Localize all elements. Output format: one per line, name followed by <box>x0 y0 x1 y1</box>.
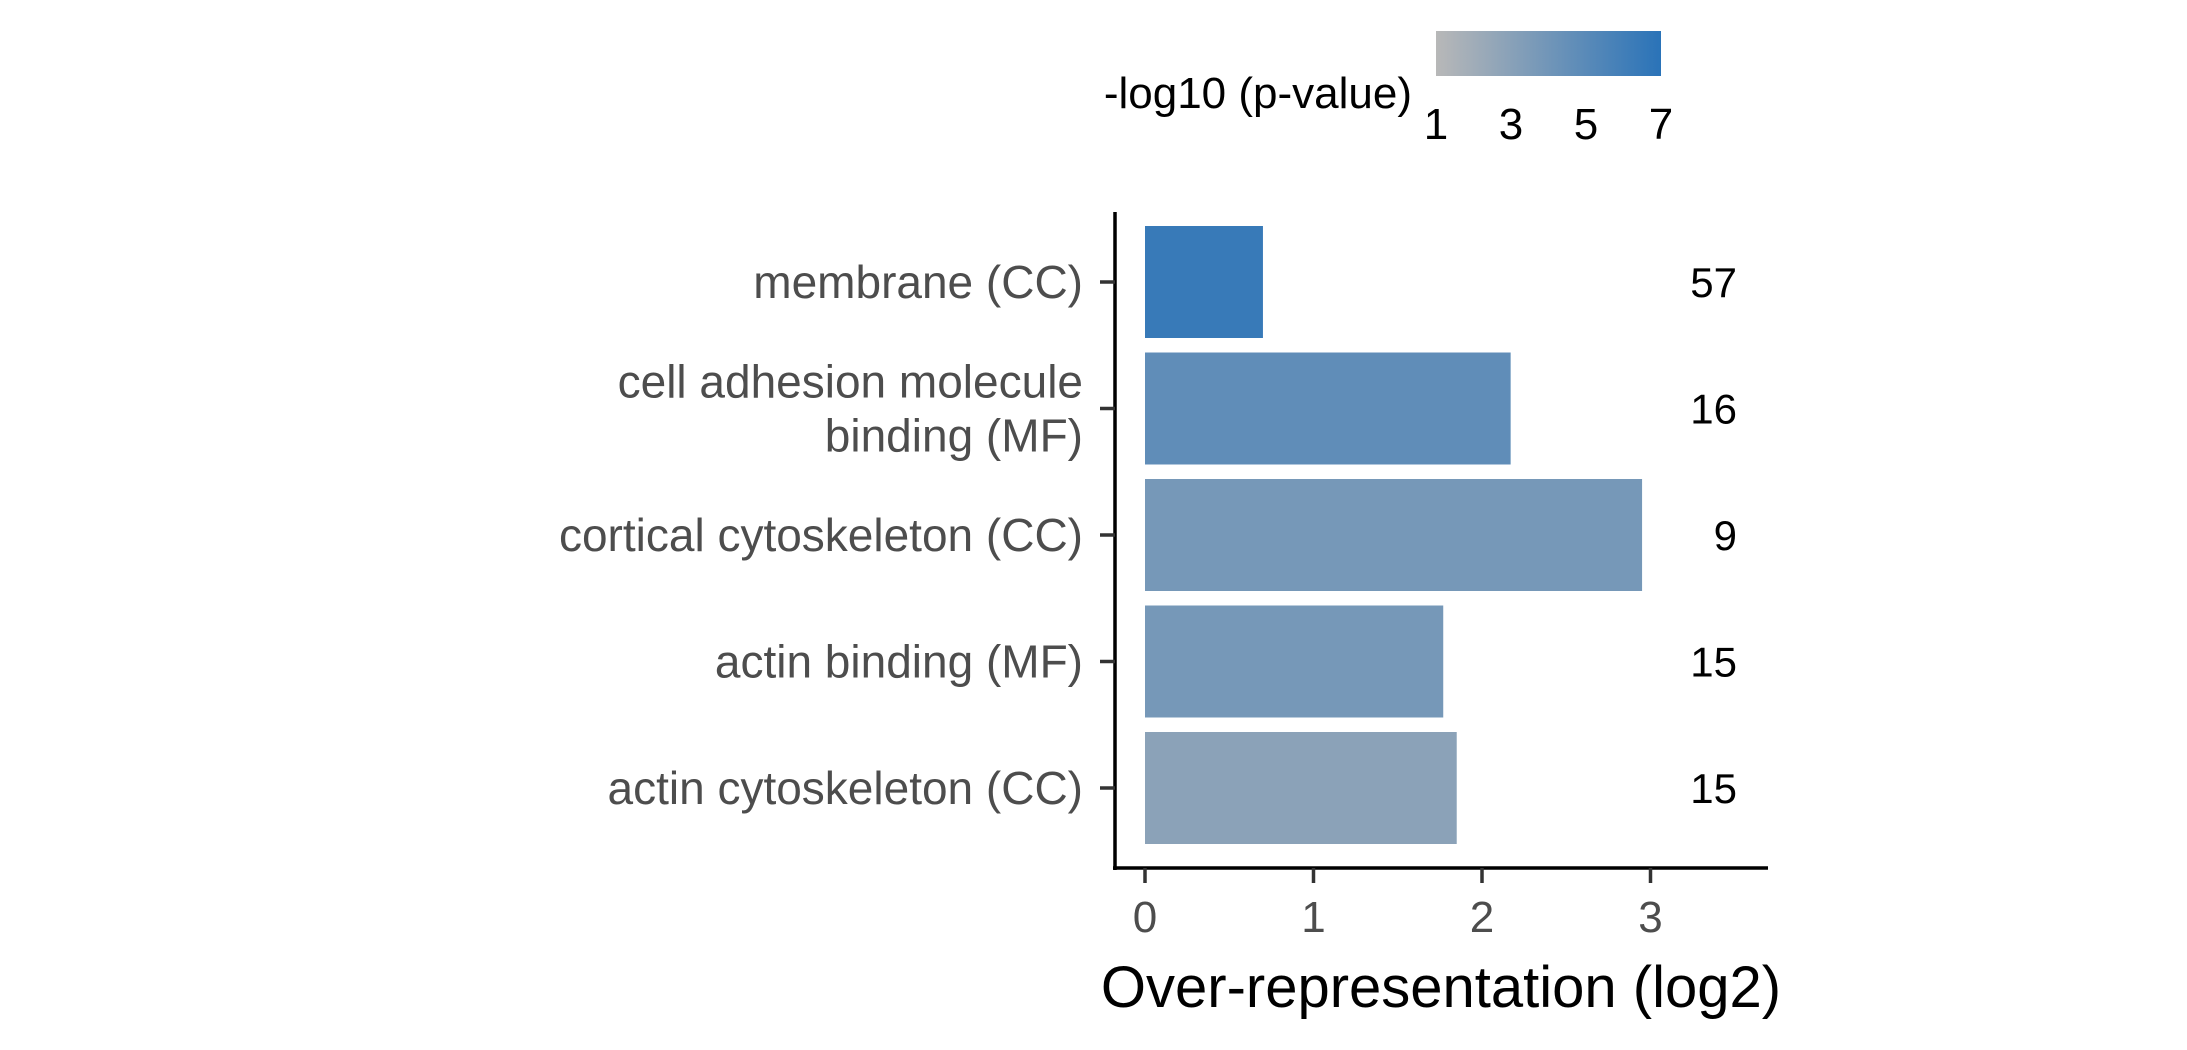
count-label: 15 <box>1690 639 1737 686</box>
x-tick-label: 2 <box>1470 893 1494 942</box>
bars <box>1145 226 1643 844</box>
bar <box>1145 226 1263 338</box>
legend-tick-label: 5 <box>1574 100 1598 149</box>
count-labels: 57 16 9 15 15 <box>1690 259 1737 812</box>
legend-title: -log10 (p-value) <box>1104 69 1412 118</box>
bar <box>1145 605 1444 718</box>
count-label: 15 <box>1690 765 1737 812</box>
legend-tick-label: 3 <box>1499 100 1523 149</box>
bar <box>1145 479 1643 591</box>
x-axis: 0 1 2 3 <box>1113 866 1768 942</box>
plot-area: 57 16 9 15 15 0 1 2 3 membrane (CC) cell adhesio… <box>559 212 1781 1020</box>
y-axis <box>1100 212 1117 870</box>
category-label: actin binding (MF) <box>715 636 1083 688</box>
category-label: cell adhesion molecule <box>618 356 1083 408</box>
x-tick-label: 3 <box>1638 893 1662 942</box>
x-axis-title: Over-representation (log2) <box>1101 955 1781 1020</box>
x-tick-label: 1 <box>1301 893 1325 942</box>
bar <box>1145 732 1457 844</box>
category-label: actin cytoskeleton (CC) <box>608 762 1084 814</box>
count-label: 57 <box>1690 259 1737 306</box>
bar <box>1145 352 1511 465</box>
legend-colorbar <box>1436 31 1661 76</box>
category-label: binding (MF) <box>825 410 1083 462</box>
category-labels: membrane (CC) cell adhesion moleculebindi… <box>559 256 1083 814</box>
x-tick-label: 0 <box>1133 893 1157 942</box>
count-label: 9 <box>1714 512 1737 559</box>
legend-ticks: 1 3 5 7 <box>1424 100 1673 149</box>
legend-tick-label: 1 <box>1424 100 1448 149</box>
category-label: cortical cytoskeleton (CC) <box>559 509 1083 561</box>
category-label: membrane (CC) <box>753 256 1083 308</box>
count-label: 16 <box>1690 386 1737 433</box>
legend-tick-label: 7 <box>1649 100 1673 149</box>
legend: -log10 (p-value) 1 3 5 7 <box>1104 31 1673 149</box>
